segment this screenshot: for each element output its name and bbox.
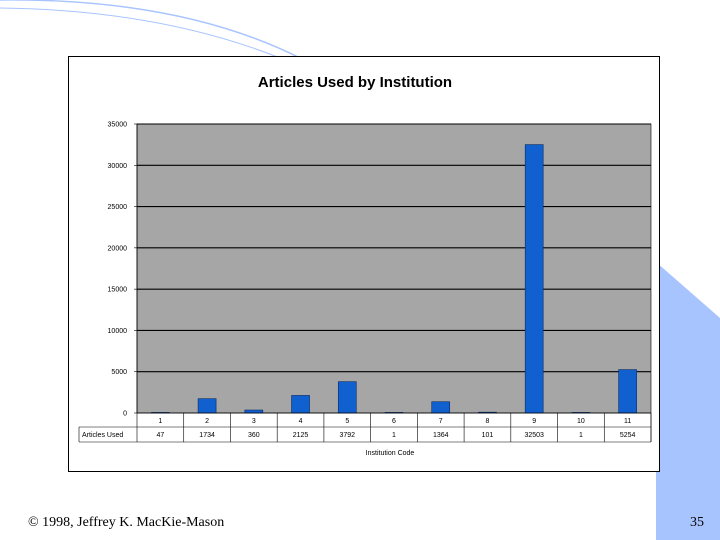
data-value-label: 2125 bbox=[293, 432, 309, 439]
y-tick-label: 35000 bbox=[108, 122, 128, 129]
x-category-label: 3 bbox=[252, 418, 256, 425]
y-tick-label: 10000 bbox=[108, 328, 128, 335]
x-category-label: 4 bbox=[299, 418, 303, 425]
y-tick-label: 0 bbox=[123, 411, 127, 418]
data-table: Articles Used147217343360421255379261713… bbox=[78, 412, 652, 443]
plot-background bbox=[136, 123, 652, 414]
bar bbox=[244, 409, 264, 414]
chart-container: Articles Used by Institution 0 5000 10000 1… bbox=[68, 56, 660, 472]
y-tick-label: 30000 bbox=[108, 163, 128, 170]
table-row-label: Articles Used bbox=[82, 432, 123, 439]
bar bbox=[524, 144, 544, 414]
x-axis-label: Institution Code bbox=[366, 450, 415, 457]
x-category-label: 2 bbox=[205, 418, 209, 425]
x-category-label: 10 bbox=[577, 418, 585, 425]
bar-chart: Articles Used by Institution 0 5000 10000 1… bbox=[78, 74, 652, 457]
page-number: 35 bbox=[690, 515, 704, 530]
x-category-label: 5 bbox=[345, 418, 349, 425]
y-tick-label: 25000 bbox=[108, 204, 128, 211]
bar bbox=[431, 401, 451, 414]
data-value-label: 1364 bbox=[433, 432, 449, 439]
decor-curve-top bbox=[0, 0, 301, 59]
data-value-label: 3792 bbox=[339, 432, 355, 439]
bars bbox=[151, 144, 637, 414]
footer-copyright: © 1998, Jeffrey K. MacKie-Mason bbox=[28, 515, 225, 530]
data-value-label: 360 bbox=[248, 432, 260, 439]
x-category-label: 8 bbox=[486, 418, 490, 425]
data-value-label: 47 bbox=[156, 432, 164, 439]
y-tick-label: 20000 bbox=[108, 245, 128, 252]
bar bbox=[337, 381, 357, 414]
data-value-label: 101 bbox=[482, 432, 494, 439]
data-value-label: 5254 bbox=[620, 432, 636, 439]
x-category-label: 1 bbox=[158, 418, 162, 425]
y-tick-label: 5000 bbox=[111, 369, 127, 376]
data-value-label: 1 bbox=[579, 432, 583, 439]
plot-area bbox=[136, 123, 652, 414]
y-axis: 0 5000 10000 15000 20000 25000 30000 35000 bbox=[108, 122, 138, 418]
data-value-label: 1 bbox=[392, 432, 396, 439]
chart-title: Articles Used by Institution bbox=[258, 74, 452, 91]
bar bbox=[197, 398, 217, 414]
x-category-label: 7 bbox=[439, 418, 443, 425]
data-value-label: 32503 bbox=[524, 432, 544, 439]
data-value-label: 1734 bbox=[199, 432, 215, 439]
x-category-label: 9 bbox=[532, 418, 536, 425]
x-category-label: 6 bbox=[392, 418, 396, 425]
y-tick-label: 15000 bbox=[108, 287, 128, 294]
bar bbox=[618, 369, 637, 414]
x-category-label: 11 bbox=[624, 418, 631, 425]
decor-shape-right bbox=[656, 262, 720, 540]
decor-curve-top-inner bbox=[0, 7, 281, 59]
bar bbox=[291, 395, 310, 414]
